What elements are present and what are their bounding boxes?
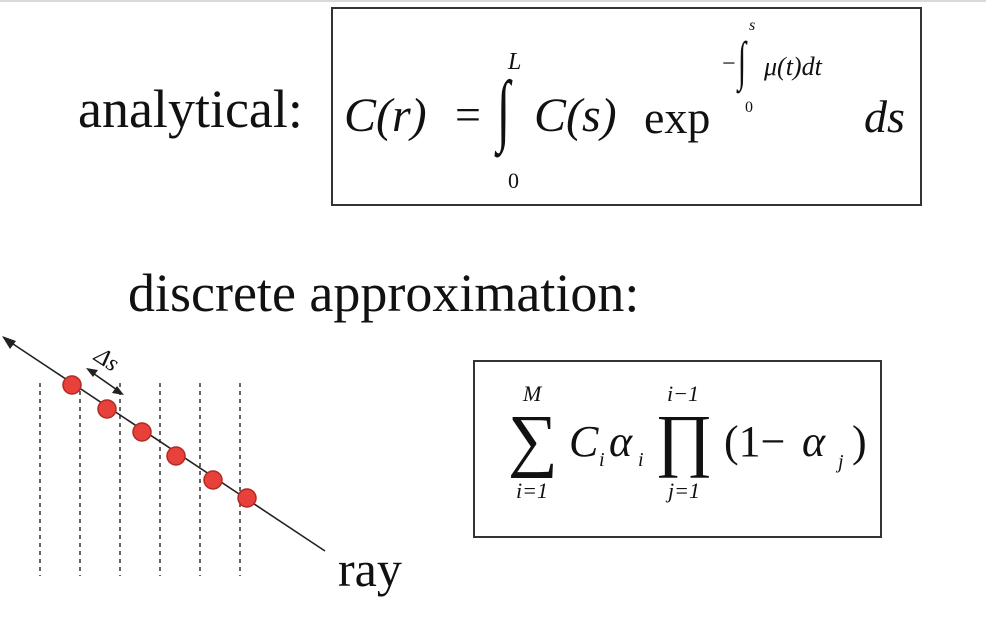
delta-s-arrowhead-left [86, 368, 98, 377]
top-divider [0, 0, 986, 2]
integral-lower-limit: 0 [508, 168, 519, 193]
sum-upper-limit: M [523, 381, 542, 406]
alpha-j-sub: j [838, 451, 844, 473]
integral-upper-limit: L [508, 49, 522, 75]
exp-minus: − [722, 51, 736, 77]
exp-integrand: μ(t)dt [764, 52, 822, 81]
sample-point [62, 375, 82, 395]
prod-upper-limit: i−1 [667, 381, 699, 406]
alpha-i: α [609, 417, 633, 466]
formula-equals: = [455, 89, 481, 140]
analytical-formula-box [331, 7, 922, 206]
alpha-i-sub: i [638, 449, 644, 471]
sum-sign: ∑ [508, 402, 558, 479]
sum-lower-limit: i=1 [516, 478, 548, 503]
prod-sign: ∏ [655, 402, 713, 479]
alpha-j: α [802, 417, 826, 466]
prod-lower-limit: j=1 [668, 478, 700, 503]
delta-s-marker: Δs [86, 342, 124, 395]
paren-close: ) [852, 417, 867, 466]
sample-point [166, 446, 186, 466]
sample-point [203, 470, 223, 490]
analytical-label: analytical: [78, 79, 303, 139]
exp-lower-limit: 0 [745, 99, 753, 116]
sample-point [97, 399, 117, 419]
paren-open: (1− [724, 417, 786, 466]
integral-sign: ∫ [497, 66, 511, 154]
formula-integrand: C(s) [534, 89, 617, 142]
sample-point [237, 488, 257, 508]
formula-lhs: C(r) [344, 89, 427, 142]
ray-arrowhead [2, 336, 16, 349]
discrete-formula-box [473, 360, 882, 538]
term-c: C [569, 417, 599, 466]
sample-points [62, 375, 257, 508]
formula-differential: ds [864, 91, 905, 142]
ray-label: ray [338, 541, 402, 597]
exp-integral-sign: ∫ [738, 31, 747, 91]
delta-s-arrowhead-right [112, 386, 124, 395]
ray-line [3, 337, 326, 552]
term-c-sub: i [599, 449, 605, 471]
discrete-label: discrete approximation: [128, 263, 640, 323]
exp-upper-limit: s [749, 17, 756, 34]
delta-s-arrow [89, 370, 121, 393]
sample-point [132, 422, 152, 442]
formula-exp: exp [644, 92, 711, 143]
